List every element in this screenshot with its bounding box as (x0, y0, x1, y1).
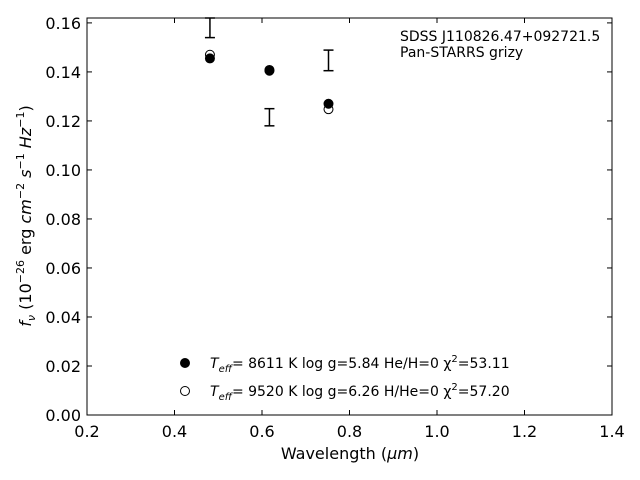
model-point-filled (264, 65, 275, 76)
y-tick-label: 0.16 (45, 14, 81, 33)
y-tick-label: 0.04 (45, 308, 81, 327)
model-point-filled (323, 98, 334, 109)
model-point-filled (204, 53, 215, 64)
x-tick-label: 0.4 (162, 422, 187, 441)
legend-entry-1: Teff= 9520 K log g=6.26 H/He=0 χ2=57.20 (210, 382, 510, 403)
x-axis-label: Wavelength (μm) (281, 444, 419, 463)
x-tick-label: 1.0 (424, 422, 449, 441)
x-tick-label: 0.6 (249, 422, 274, 441)
observed-error-bar (204, 17, 215, 39)
observed-error-bar (323, 49, 334, 72)
observed-error-bar (264, 107, 275, 127)
y-axis: 0.00 0.02 0.04 0.06 0.08 0.10 0.12 0.14 0.16 (45, 14, 612, 425)
model-points (204, 49, 334, 115)
x-tick-label: 1.2 (512, 422, 537, 441)
observed-photometry (204, 17, 334, 127)
y-tick-label: 0.06 (45, 259, 81, 278)
x-axis: 0.2 0.4 0.6 0.8 1.0 1.2 1.4 (74, 18, 625, 441)
y-tick-label: 0.12 (45, 112, 81, 131)
annotation-survey: Pan-STARRS grizy (400, 45, 523, 61)
legend-entry-0: Teff= 8611 K log g=5.84 He/H=0 χ2=53.11 (210, 354, 510, 375)
y-tick-label: 0.14 (45, 63, 81, 82)
x-tick-label: 0.2 (74, 422, 99, 441)
y-tick-label: 0.00 (45, 406, 81, 425)
legend-marker-open (180, 386, 190, 396)
y-axis-label: fν (10−26 erg cm−2 s−1 Hz−1) (14, 105, 38, 326)
x-tick-label: 0.8 (337, 422, 362, 441)
y-tick-label: 0.02 (45, 357, 81, 376)
legend-marker-filled (180, 358, 190, 368)
y-tick-label: 0.10 (45, 161, 81, 180)
y-tick-label: 0.08 (45, 210, 81, 229)
legend: Teff= 8611 K log g=5.84 He/H=0 χ2=53.11 … (180, 354, 510, 403)
x-tick-label: 1.4 (599, 422, 624, 441)
annotation-object-name: SDSS J110826.47+092721.5 (400, 29, 600, 45)
